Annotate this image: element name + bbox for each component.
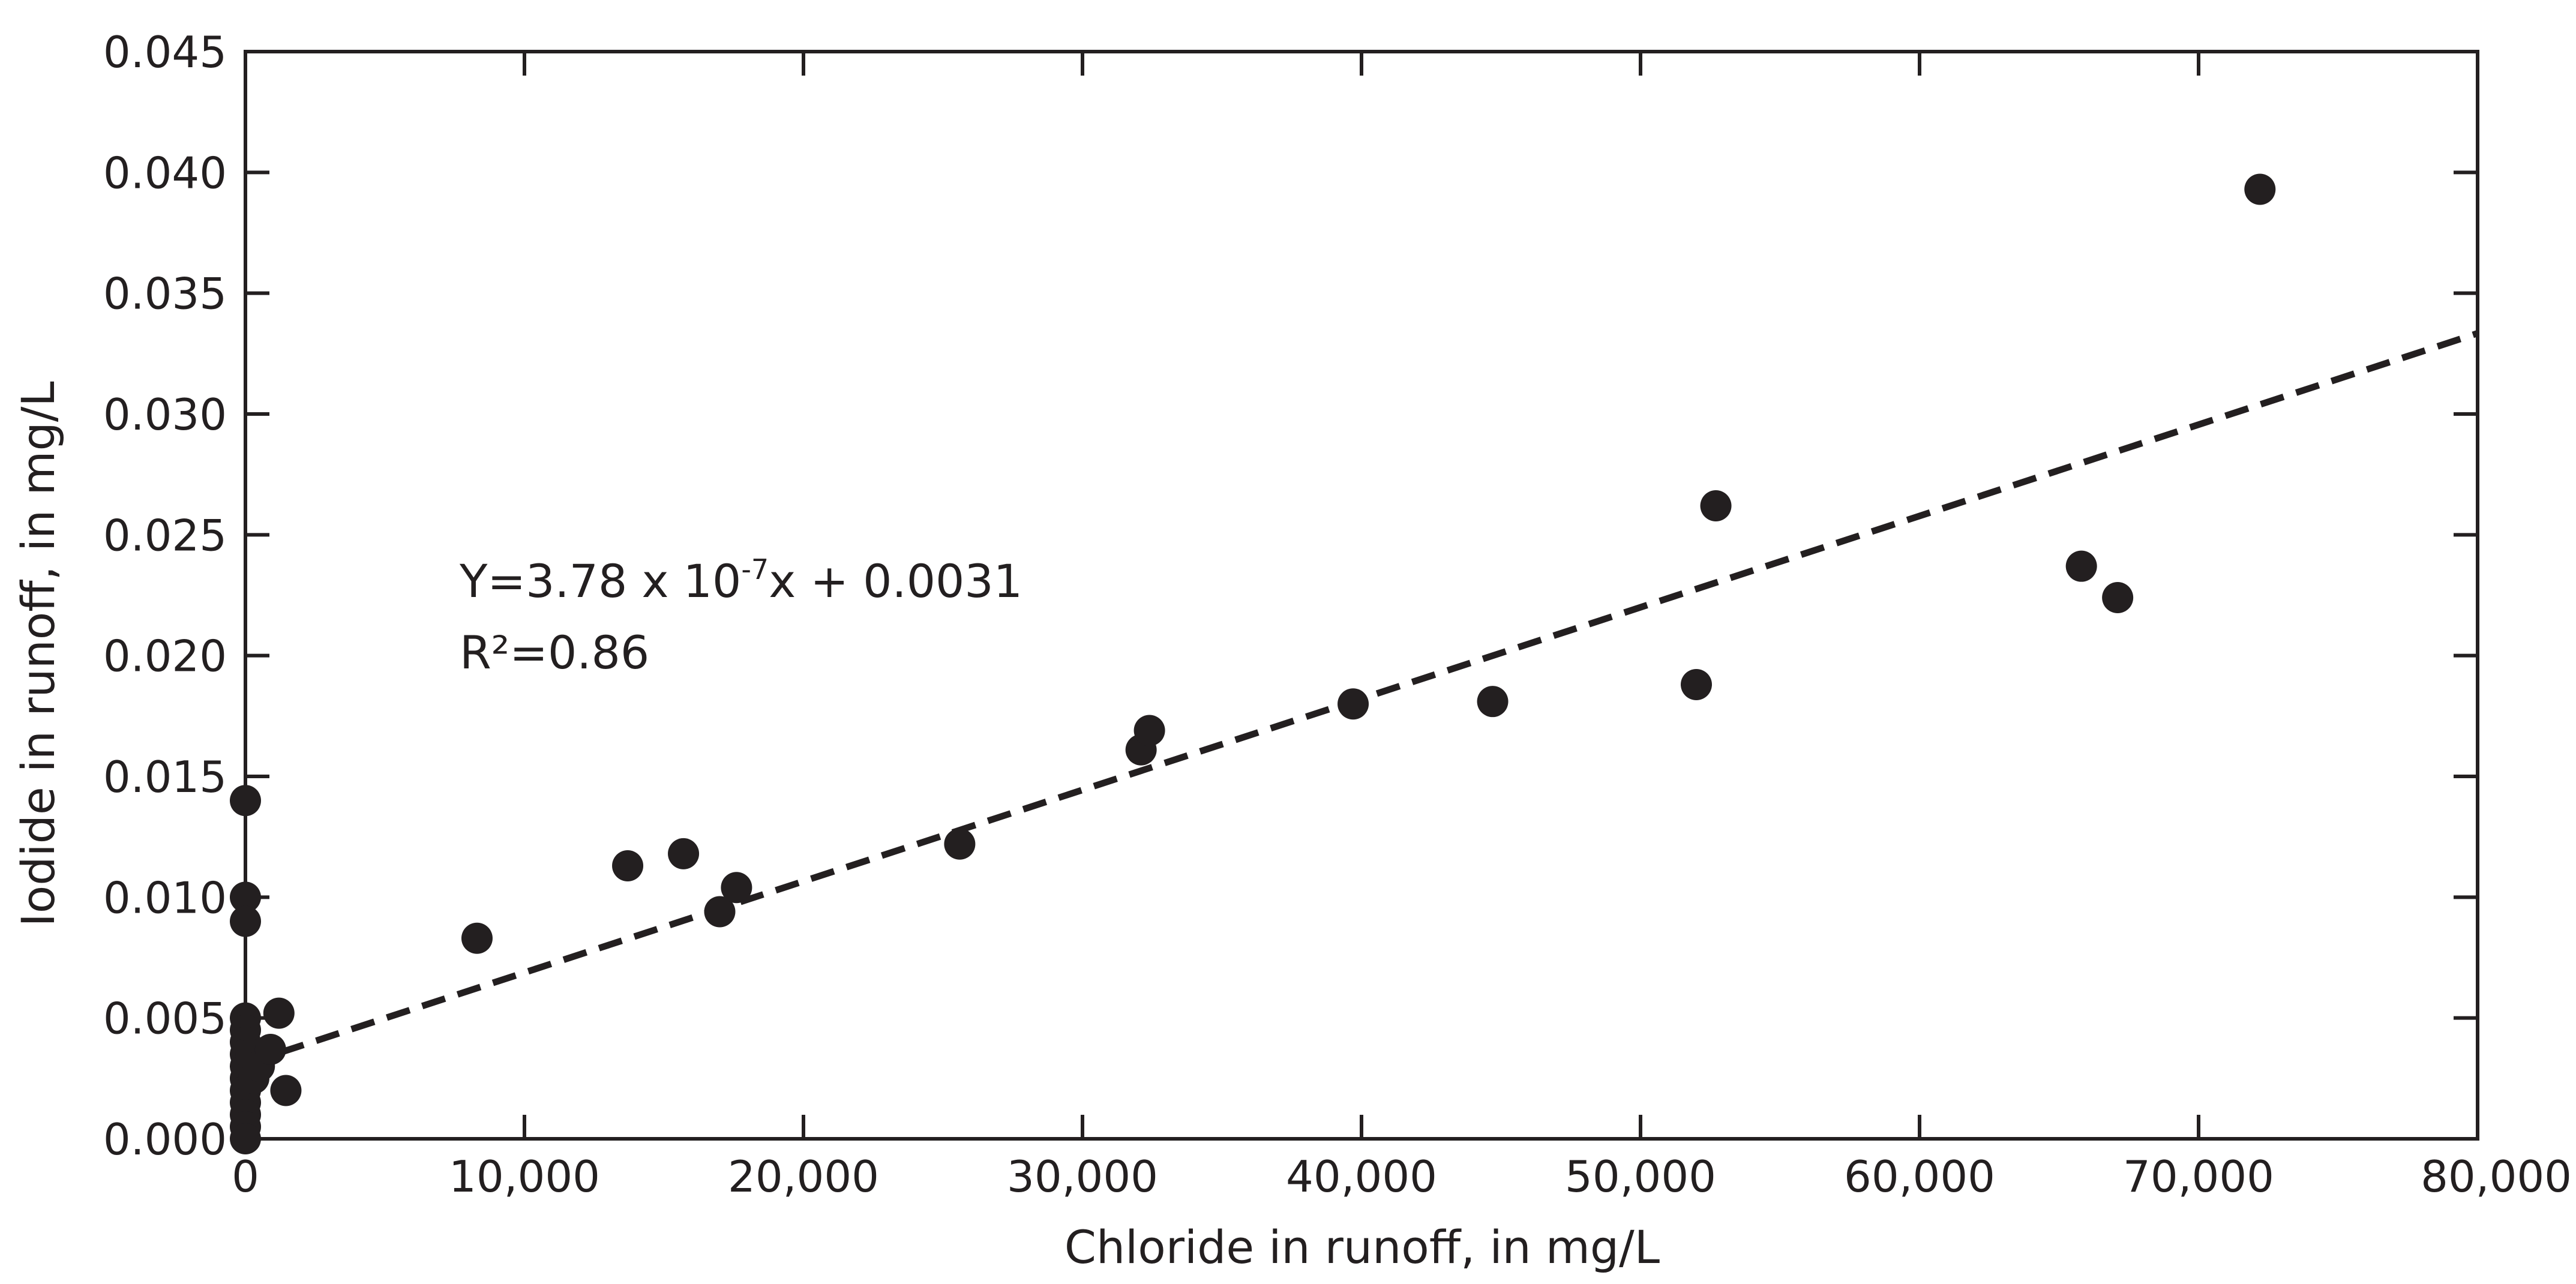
x-tick-label: 20,000	[728, 1151, 879, 1202]
x-tick-label: 80,000	[2421, 1151, 2572, 1202]
data-point	[270, 1075, 302, 1106]
plot-frame	[244, 50, 2479, 1141]
equation-base: Y=3.78 x 10	[459, 554, 741, 608]
y-tick-label: 0.020	[103, 631, 227, 682]
data-point	[263, 997, 295, 1029]
y-tick-label: 0.005	[103, 994, 227, 1044]
data-point	[704, 896, 736, 928]
y-axis-label: Iodide in runoff, in mg/L	[11, 381, 65, 926]
y-tick-label: 0.035	[103, 269, 227, 319]
y-tick-label: 0.030	[103, 389, 227, 440]
y-tick-label: 0.015	[103, 752, 227, 802]
x-tick-label: 50,000	[1565, 1151, 1716, 1202]
data-point	[2102, 582, 2134, 614]
data-point	[612, 850, 644, 881]
data-point	[1477, 686, 1509, 718]
data-point	[2065, 550, 2097, 582]
x-tick-label: 0	[232, 1151, 259, 1202]
data-point	[1681, 668, 1712, 700]
data-point	[721, 872, 752, 904]
r-squared-annotation: R²=0.86	[460, 626, 649, 679]
x-tick-label: 40,000	[1286, 1151, 1437, 1202]
x-axis-label: Chloride in runoff, in mg/L	[1064, 1220, 1660, 1274]
data-point	[461, 922, 493, 954]
x-tick-label: 10,000	[449, 1151, 600, 1202]
x-tick-label: 60,000	[1844, 1151, 1995, 1202]
data-point	[944, 828, 976, 860]
data-point	[1338, 688, 1369, 720]
equation-exponent: -7	[741, 553, 769, 586]
data-point	[1133, 715, 1165, 746]
y-tick-label: 0.000	[103, 1114, 227, 1165]
y-tick-label: 0.010	[103, 872, 227, 923]
data-point	[668, 838, 700, 869]
data-point	[254, 1034, 286, 1066]
equation-tail: x + 0.0031	[769, 554, 1022, 608]
equation-annotation: Y=3.78 x 10-7x + 0.0031	[459, 553, 1022, 608]
x-tick-label: 70,000	[2123, 1151, 2274, 1202]
data-point	[1700, 490, 1732, 522]
y-tick-label: 0.040	[103, 148, 227, 198]
data-point	[2244, 173, 2276, 205]
y-tick-label: 0.025	[103, 510, 227, 560]
data-points	[230, 173, 2276, 1154]
x-tick-label: 30,000	[1007, 1151, 1158, 1202]
y-tick-label: 0.045	[103, 27, 227, 77]
tick-labels: 0 10,000 20,000 30,000 40,000 50,000 60,000 70,…	[103, 27, 2572, 1202]
